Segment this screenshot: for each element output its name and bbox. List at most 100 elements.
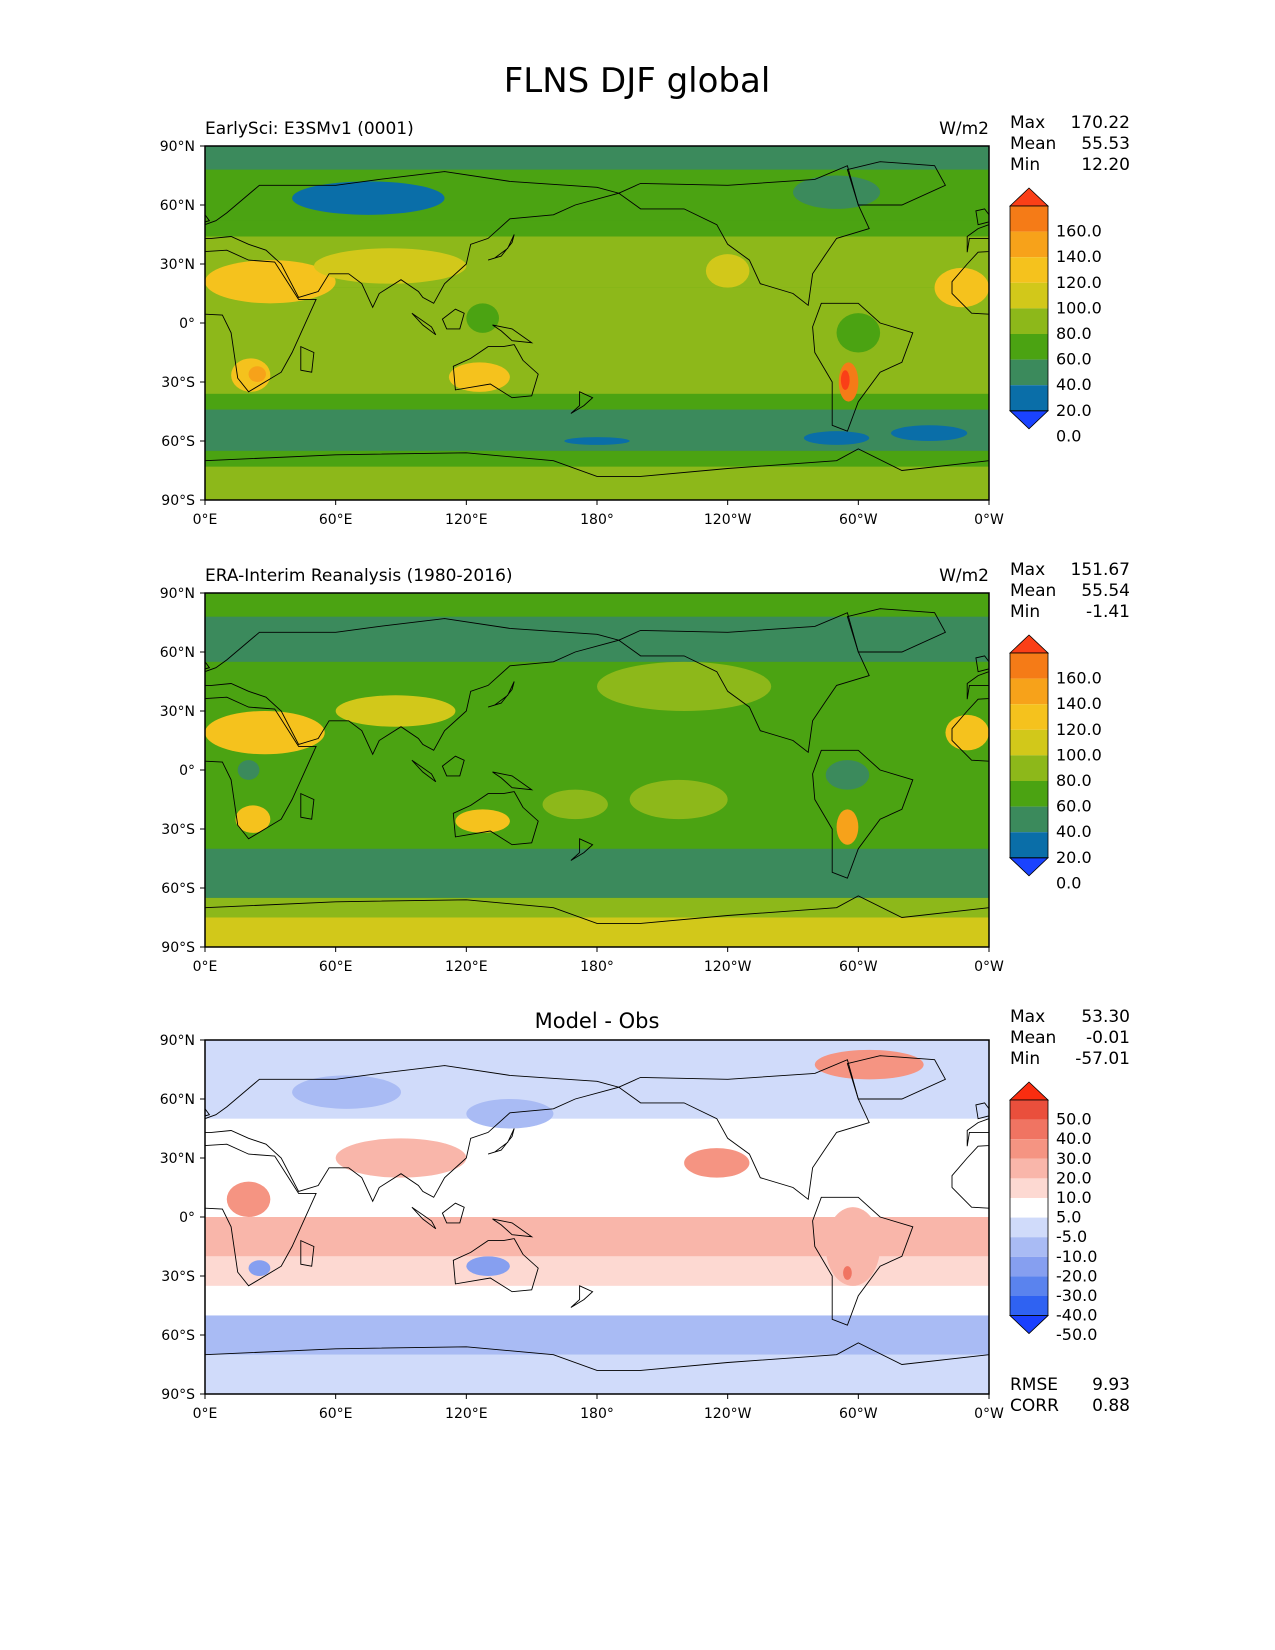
lat-band	[205, 897, 989, 918]
contour-region	[934, 267, 989, 308]
x-tick-label: 0°W	[974, 1406, 1004, 1422]
contour-region	[292, 181, 445, 215]
colorbar-box	[1010, 206, 1048, 232]
stat-label: Max	[1010, 560, 1045, 580]
stat-value: 151.67	[1071, 560, 1130, 580]
panel-1: 0°E 60°E 120°E 180° 120°W 60°W 0°W 90°N 60°N 30°N…	[160, 113, 1248, 528]
y-tick-label: 90°S	[161, 493, 195, 509]
contour-region	[825, 760, 870, 790]
contour-region	[705, 254, 750, 288]
y-tick-label: 30°N	[160, 257, 195, 273]
contour-region	[205, 711, 325, 755]
contour-region	[684, 1148, 750, 1178]
contour-region	[248, 1260, 271, 1276]
colorbar-tick-label: 100.0	[1056, 745, 1102, 764]
units-label: W/m2	[939, 566, 989, 586]
colorbar-extend-min	[1008, 410, 1050, 430]
coastline-madagascar	[300, 345, 315, 373]
coastline-australia	[1237, 792, 1275, 845]
x-tick-label: 60°W	[839, 512, 878, 528]
x-tick-label: 60°W	[839, 1406, 878, 1422]
bottom-stat-value: 9.93	[1092, 1375, 1130, 1395]
colorbar: 50.040.030.020.010.05.0-5.0-10.0-20.0-30…	[1008, 1081, 1097, 1344]
colorbar-box	[1010, 1256, 1048, 1277]
colorbar-box	[1010, 832, 1048, 858]
y-tick-label: 0°	[179, 763, 195, 779]
contour-region	[840, 370, 850, 390]
y-tick-label: 60°S	[161, 1328, 195, 1344]
lat-band	[205, 681, 989, 849]
contour-region	[843, 1266, 852, 1280]
y-tick-label: 60°N	[160, 198, 195, 214]
y-tick-label: 90°N	[160, 139, 195, 155]
stat-value: -1.41	[1086, 602, 1130, 622]
coastline-south-america	[812, 1196, 914, 1326]
x-tick-label: 120°W	[704, 512, 752, 528]
bottom-stat-label: RMSE	[1010, 1375, 1058, 1395]
lat-band	[205, 450, 989, 467]
coastline-new-guinea	[492, 324, 534, 344]
y-tick-label: 90°N	[160, 1033, 195, 1049]
contour-region	[226, 1181, 271, 1218]
panel-2: 0°E 60°E 120°E 180° 120°W 60°W 0°W 90°N 60°N 30°N…	[160, 560, 1275, 975]
colorbar-tick-label: 0.0	[1056, 426, 1081, 445]
colorbar-box	[1010, 1296, 1048, 1316]
y-tick-label: 90°N	[160, 586, 195, 602]
x-tick-label: 180°	[580, 959, 614, 975]
x-tick-label: 60°E	[319, 1406, 353, 1422]
contour-region	[793, 175, 881, 209]
contour-region	[629, 779, 728, 820]
coastline-africa	[205, 249, 317, 393]
coastline-australia	[452, 1238, 539, 1293]
stat-label: Min	[1010, 155, 1040, 175]
colorbar-tick-label: 80.0	[1056, 324, 1092, 343]
stat-label: Max	[1010, 113, 1045, 133]
coastline-new-zealand	[570, 1285, 594, 1308]
x-tick-label: 0°W	[974, 959, 1004, 975]
y-tick-label: 0°	[179, 1210, 195, 1226]
contour-region	[825, 1207, 881, 1286]
y-tick-label: 60°S	[161, 434, 195, 450]
colorbar-tick-label: 20.0	[1056, 848, 1092, 867]
colorbar-tick-label: 30.0	[1056, 1149, 1092, 1168]
colorbar-tick-label: 10.0	[1056, 1188, 1092, 1207]
x-tick-label: 180°	[580, 512, 614, 528]
colorbar-tick-label: 5.0	[1056, 1208, 1081, 1227]
colorbar-tick-label: 20.0	[1056, 401, 1092, 420]
coastline-madagascar	[300, 792, 315, 820]
colorbar-tick-label: -10.0	[1056, 1247, 1097, 1266]
x-tick-label: 0°E	[193, 959, 218, 975]
coastline-new-zealand	[570, 838, 594, 861]
coastline-europe-asia	[205, 1065, 621, 1203]
colorbar-tick-label: 140.0	[1056, 694, 1102, 713]
contour-region	[836, 809, 859, 845]
stat-value: 12.20	[1081, 155, 1130, 175]
colorbar-box	[1010, 781, 1048, 807]
coastline-borneo	[1226, 309, 1248, 329]
colorbar-box	[1010, 385, 1048, 411]
coastline-sumatra	[1196, 1207, 1220, 1229]
colorbar-tick-label: 40.0	[1056, 375, 1092, 394]
lat-band	[205, 1118, 989, 1178]
colorbar-extend-max	[1008, 187, 1050, 207]
x-tick-label: 0°E	[193, 512, 218, 528]
contour-region	[292, 1075, 401, 1109]
y-tick-label: 30°S	[161, 822, 195, 838]
y-tick-label: 90°S	[161, 1387, 195, 1403]
colorbar-tick-label: 160.0	[1056, 669, 1102, 688]
coastline-japan	[487, 1128, 515, 1155]
coastline-south-america	[812, 302, 914, 432]
y-tick-label: 0°	[179, 316, 195, 332]
contour-region	[455, 809, 510, 833]
coastline-antarctica	[988, 907, 989, 947]
lat-band	[205, 616, 989, 662]
x-tick-label: 120°E	[445, 512, 488, 528]
colorbar-tick-label: -20.0	[1056, 1266, 1097, 1285]
contour-region	[335, 695, 456, 727]
stat-label: Mean	[1010, 1028, 1056, 1048]
coastline-japan	[487, 681, 515, 708]
colorbar-box	[1010, 755, 1048, 781]
contour-region	[891, 425, 968, 441]
bottom-stat-value: 0.88	[1092, 1396, 1130, 1416]
contour-region	[205, 260, 336, 304]
